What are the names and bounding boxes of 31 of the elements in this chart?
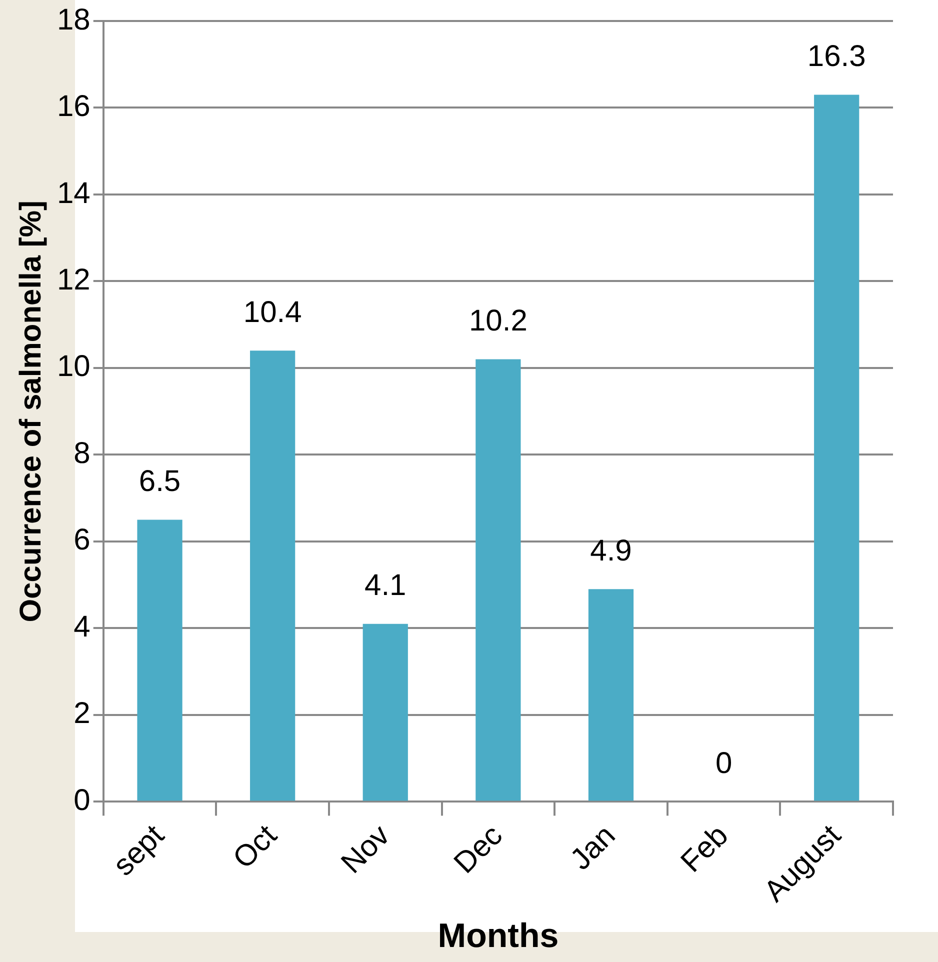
y-axis-title: Occurrence of salmonella [%]: [14, 200, 48, 622]
y-tick-label: 12: [56, 264, 90, 296]
data-label: 0: [715, 746, 732, 780]
data-label: 6.5: [138, 465, 181, 498]
bar: [476, 359, 521, 801]
data-label: 10.4: [243, 296, 302, 329]
x-tick-label: Oct: [227, 818, 284, 876]
y-tick-label: 18: [56, 3, 90, 36]
bar: [137, 520, 182, 801]
x-tick-label: Feb: [674, 818, 735, 879]
y-tick-label: 16: [56, 90, 90, 124]
data-label: 4.9: [590, 534, 632, 568]
x-tick-label: Dec: [448, 818, 509, 880]
bar: [814, 94, 860, 801]
y-tick-label: 4: [74, 610, 90, 644]
y-tick-label: 14: [56, 176, 90, 210]
y-tick-label: 0: [74, 784, 90, 817]
y-tick-label: 6: [74, 524, 90, 557]
data-label: 4.1: [364, 569, 406, 602]
y-tick-label: 8: [74, 436, 90, 470]
x-axis-title: Months: [438, 916, 559, 955]
y-tick-label: 10: [56, 350, 90, 384]
data-label: 10.2: [468, 304, 528, 338]
x-tick-label: Jan: [564, 818, 622, 876]
x-tick-label: sept: [107, 818, 172, 882]
data-label: 16.3: [807, 40, 866, 73]
bar: [588, 589, 634, 801]
bar: [362, 624, 408, 801]
x-tick-label: Nov: [335, 818, 396, 880]
bar: [250, 350, 296, 801]
y-tick-label: 2: [74, 697, 90, 730]
